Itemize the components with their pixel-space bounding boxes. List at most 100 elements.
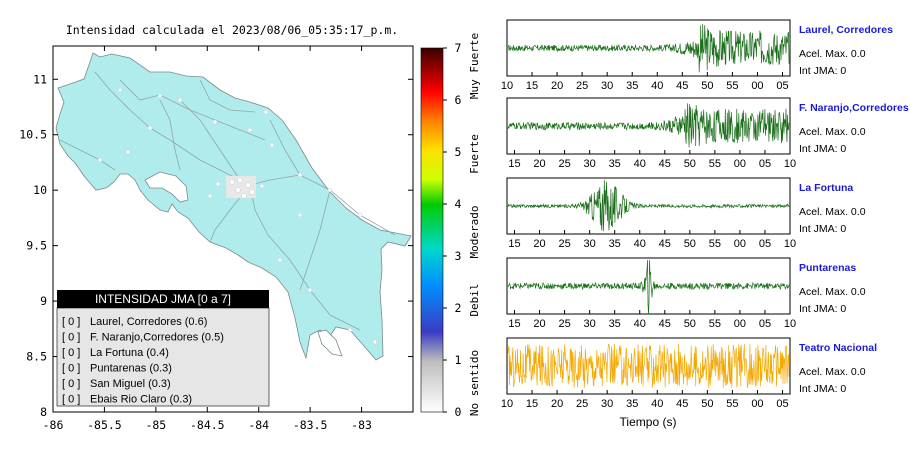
map-y-tick-label: 9.5 [26, 239, 47, 253]
waveform-tick-label: 55 [709, 238, 721, 250]
colorbar-tick-label: 3 [455, 249, 462, 263]
waveform-tick-label: 40 [634, 238, 646, 250]
map-y-tick-label: 9 [40, 294, 47, 308]
map-x-tick-label: -83.5 [293, 418, 328, 432]
map-y-tick-label: 8.5 [26, 350, 47, 364]
map-y-axis: 11 10.5 10 9.5 9 8.5 8 [19, 72, 413, 419]
legend-row-badge: [ 0 ] [62, 363, 80, 375]
map-x-tick-label: -86 [43, 418, 64, 432]
waveform-tick-label: 55 [726, 398, 738, 410]
legend-row-badge: [ 0 ] [62, 378, 80, 390]
station-accel: Acel. Max. 0.0 [799, 286, 866, 298]
waveform-tick-label: 05 [759, 158, 771, 170]
colorbar-tick-label: 0 [455, 405, 462, 419]
map-y-tick-label: 10 [33, 183, 47, 197]
waveform-tick-label: 10 [501, 80, 513, 92]
station-intensity: Int JMA: 0 [799, 223, 846, 235]
waveform-tick-label: 15 [508, 318, 520, 330]
station-intensity: Int JMA: 0 [799, 65, 846, 77]
waveform-tick-label: 25 [576, 398, 588, 410]
map-y-tick-label: 11 [33, 72, 47, 86]
waveform-trace [507, 103, 790, 148]
waveform-tick-label: 45 [659, 238, 671, 250]
waveform-tick-label: 05 [759, 318, 771, 330]
waveform-tick-label: 05 [759, 238, 771, 250]
waveform-tick-label: 00 [734, 318, 746, 330]
waveform-tick-label: 35 [609, 238, 621, 250]
legend-row-badge: [ 0 ] [62, 394, 80, 406]
colorbar-category-label: Moderado [468, 206, 481, 259]
map-x-tick-label: -84 [248, 418, 269, 432]
waveform-tick-label: 00 [734, 238, 746, 250]
map-x-tick-label: -84.5 [190, 418, 225, 432]
waveform-tick-label: 20 [533, 158, 545, 170]
waveform-trace [507, 24, 790, 73]
legend-row-text: San Miguel (0.3) [90, 378, 171, 390]
waveform-tick-label: 15 [508, 158, 520, 170]
waveform-tick-label: 45 [659, 318, 671, 330]
legend-body [56, 307, 270, 407]
costa-rica-land [55, 52, 412, 361]
waveform-tick-label: 25 [558, 238, 570, 250]
legend-row-text: La Fortuna (0.4) [90, 347, 169, 359]
waveform-tick-label: 50 [701, 398, 713, 410]
map-title: Intensidad calculada el 2023/08/06_05:35… [66, 23, 398, 37]
waveform-tick-label: 35 [609, 158, 621, 170]
station-intensity: Int JMA: 0 [799, 303, 846, 315]
legend-row-text: Ebais Rio Claro (0.3) [90, 394, 192, 406]
waveform-tick-label: 30 [584, 318, 596, 330]
station-name: F. Naranjo,Corredores [799, 102, 909, 114]
waveform-tick-label: 15 [508, 238, 520, 250]
waveform-tick-label: 20 [533, 318, 545, 330]
waveform-tick-label: 40 [634, 318, 646, 330]
colorbar-category-label: Fuerte [468, 134, 481, 174]
waveform-tick-label: 05 [776, 398, 788, 410]
waveform-tick-label: 35 [609, 318, 621, 330]
waveform-tick-label: 15 [526, 80, 538, 92]
colorbar-tick-label: 4 [455, 197, 462, 211]
waveform-tick-label: 55 [709, 318, 721, 330]
legend-row-text: F. Naranjo,Corredores (0.5) [90, 332, 224, 344]
legend-row-text: Laurel, Corredores (0.6) [90, 316, 207, 328]
waveform-tick-label: 20 [551, 80, 563, 92]
waveform-tick-label: 10 [784, 318, 796, 330]
waveform-tick-label: 05 [776, 80, 788, 92]
waveform-panel: 15 20 25 30 35 40 45 50 55 00 05 10 La Fortuna Acel. … [506, 177, 866, 250]
waveform-trace [507, 259, 790, 315]
station-accel: Acel. Max. 0.0 [799, 366, 866, 378]
waveform-tick-label: 20 [551, 398, 563, 410]
colorbar-category-label: Debil [468, 283, 481, 316]
waveform-panel: 15 20 25 30 35 40 45 50 55 00 05 10 Puntarenas Acel. … [506, 257, 866, 330]
waveform-panel: 10 15 20 25 30 35 40 45 50 55 00 05 Laurel, Corredor… [501, 19, 893, 92]
colorbar-category-label: No sentido [468, 350, 481, 416]
waveform-tick-label: 10 [784, 238, 796, 250]
waveform-tick-label: 15 [526, 398, 538, 410]
map-y-tick-label: 8 [40, 405, 47, 419]
intensity-legend: INTENSIDAD JMA [0 a 7] [ 0 ] Laurel, Corr… [56, 290, 270, 407]
colorbar-tick-label: 2 [455, 301, 462, 315]
legend-row-badge: [ 0 ] [62, 316, 80, 328]
legend-row-badge: [ 0 ] [62, 347, 80, 359]
colorbar-tick-label: 1 [455, 353, 462, 367]
waveform-trace [507, 179, 790, 232]
station-markers [97, 87, 378, 345]
map-x-axis: -86 -85.5 -85 -84.5 -84 -83.5 -83 [43, 46, 372, 432]
map-y-tick-label: 10.5 [19, 128, 47, 142]
station-accel: Acel. Max. 0.0 [799, 48, 866, 60]
legend-title: INTENSIDAD JMA [0 a 7] [95, 292, 231, 306]
waveform-panel: 15 20 25 30 35 40 45 50 55 00 05 10 F. Naranjo,Corre… [506, 97, 909, 170]
waveform-tick-label: 20 [533, 238, 545, 250]
station-intensity: Int JMA: 0 [799, 143, 846, 155]
waveform-tick-label: 45 [659, 158, 671, 170]
waveform-frame [506, 19, 791, 77]
map-x-tick-label: -85 [145, 418, 166, 432]
waveform-tick-label: 55 [709, 158, 721, 170]
waveform-tick-label: 45 [676, 398, 688, 410]
waveform-tick-label: 55 [726, 80, 738, 92]
waveform-tick-label: 50 [684, 238, 696, 250]
waveform-trace [507, 343, 790, 388]
station-accel: Acel. Max. 0.0 [799, 126, 866, 138]
station-name: Teatro Nacional [799, 342, 877, 354]
waveform-tick-label: 30 [601, 398, 613, 410]
waveform-tick-label: 10 [501, 398, 513, 410]
